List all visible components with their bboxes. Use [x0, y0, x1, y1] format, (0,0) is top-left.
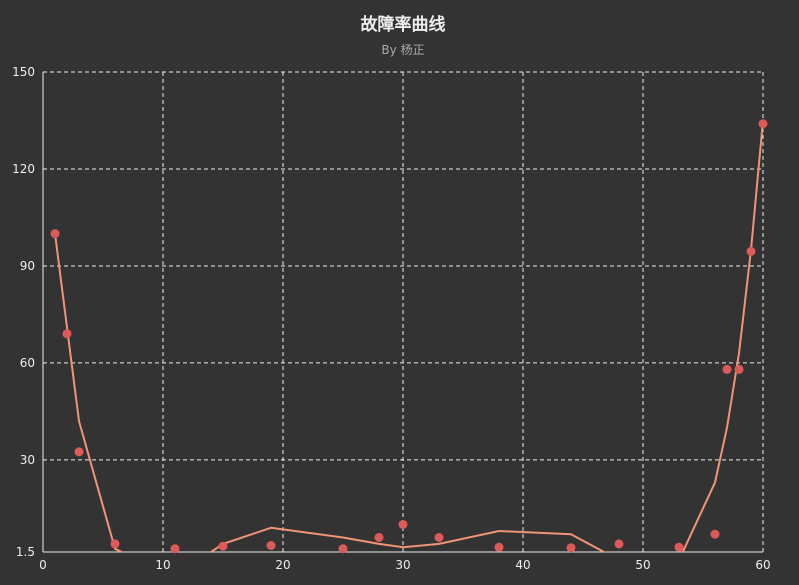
scatter-point[interactable]: [338, 544, 348, 554]
chart-subtitle: By 杨正: [381, 42, 424, 57]
x-tick-label: 60: [755, 558, 770, 572]
y-tick-label: 60: [20, 356, 35, 370]
x-tick-label: 40: [515, 558, 530, 572]
x-tick-label: 10: [155, 558, 170, 572]
scatter-point[interactable]: [74, 447, 84, 457]
x-tick-label: 20: [275, 558, 290, 572]
plot-area: [50, 119, 768, 554]
scatter-point[interactable]: [434, 533, 444, 542]
y-tick-label: 90: [20, 259, 35, 273]
scatter-point[interactable]: [266, 541, 276, 550]
chart-title: 故障率曲线: [361, 14, 446, 35]
scatter-point[interactable]: [734, 364, 744, 374]
scatter-point[interactable]: [398, 520, 408, 529]
scatter-point[interactable]: [374, 533, 384, 542]
scatter-point[interactable]: [218, 541, 228, 551]
scatter-point[interactable]: [758, 119, 768, 129]
grid: [43, 71, 764, 552]
scatter-point[interactable]: [170, 544, 180, 554]
scatter-point[interactable]: [62, 329, 72, 339]
x-tick-label: 50: [635, 558, 650, 572]
tick-labels: 1.5 30 60 90 120 150 0 10 20 30 40 50 60: [12, 65, 771, 572]
scatter-point[interactable]: [110, 539, 120, 549]
scatter-point[interactable]: [710, 529, 720, 539]
y-tick-label: 1.5: [16, 545, 35, 559]
scatter-point[interactable]: [614, 539, 624, 549]
y-tick-label: 150: [12, 65, 35, 79]
y-tick-label: 120: [12, 162, 35, 176]
x-tick-label: 30: [395, 558, 410, 572]
scatter-point[interactable]: [746, 246, 756, 256]
scatter-point[interactable]: [722, 364, 732, 374]
x-tick-label: 0: [39, 558, 47, 572]
scatter-point[interactable]: [50, 229, 60, 239]
axes: [42, 72, 763, 553]
scatter-point[interactable]: [566, 543, 576, 553]
fit-line: [54, 120, 764, 552]
scatter-point[interactable]: [674, 542, 684, 552]
scatter-point[interactable]: [494, 542, 504, 552]
y-tick-label: 30: [20, 453, 35, 467]
